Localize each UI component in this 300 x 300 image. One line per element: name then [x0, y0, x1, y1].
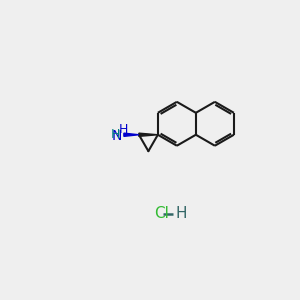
Text: H: H	[119, 123, 129, 136]
Polygon shape	[124, 133, 139, 136]
Text: H: H	[111, 128, 121, 141]
Text: N: N	[112, 129, 122, 143]
Text: H: H	[176, 206, 187, 221]
Text: Cl: Cl	[154, 206, 169, 221]
Polygon shape	[139, 133, 158, 136]
